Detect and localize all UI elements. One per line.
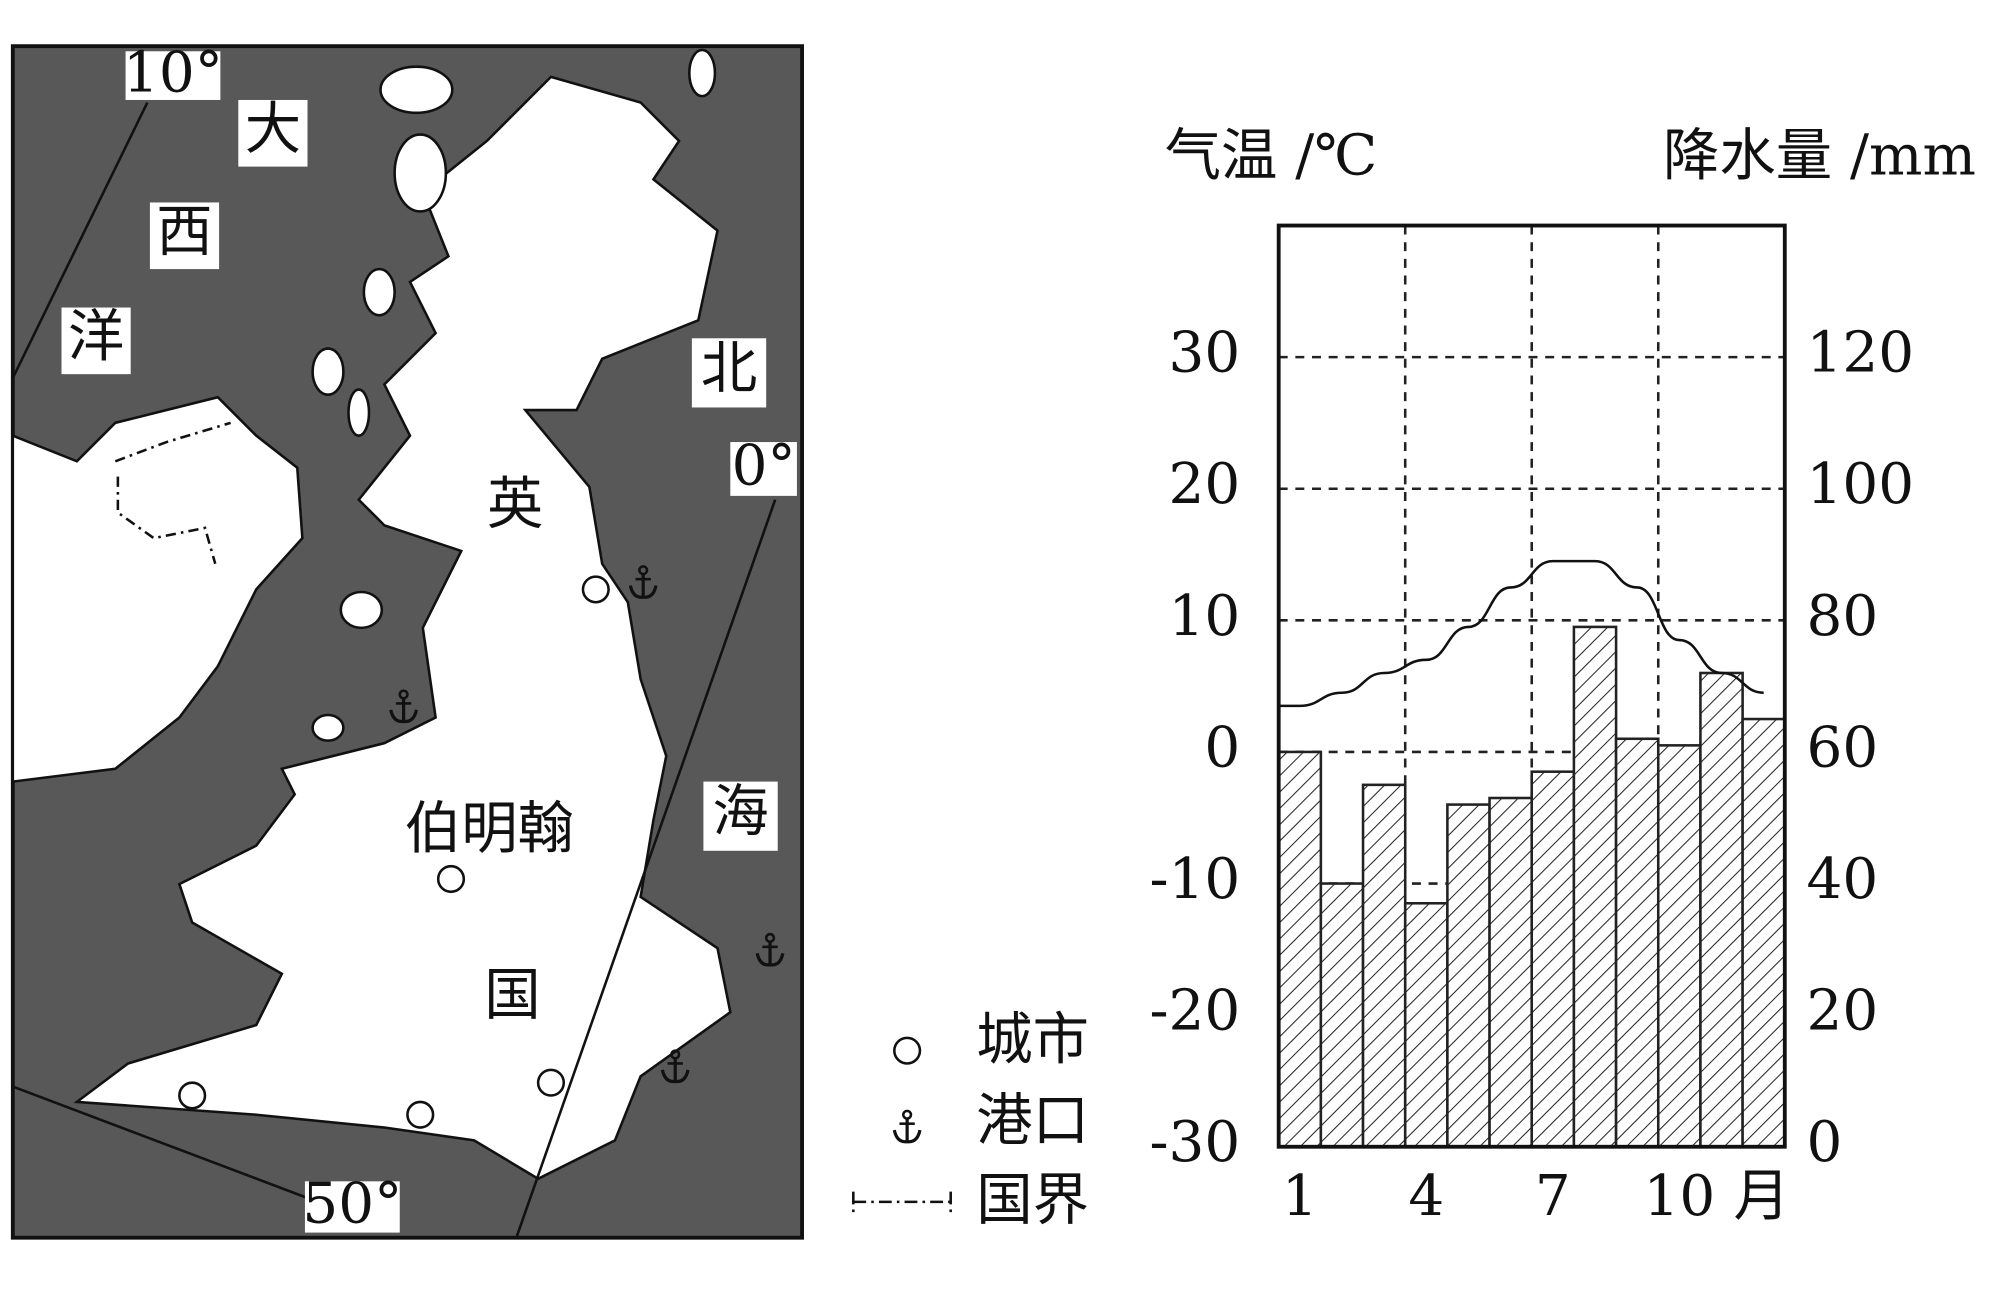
bar	[1277, 750, 1323, 1149]
map-label: 0°	[732, 434, 796, 499]
meridian	[515, 499, 777, 1239]
y-tick-label: 0	[1204, 715, 1240, 780]
legend-label: 城市	[976, 1008, 1089, 1073]
bar	[1530, 770, 1576, 1149]
bar	[1699, 671, 1744, 1149]
border	[114, 421, 231, 565]
x-tick-label: 1	[1282, 1164, 1318, 1229]
bar	[1614, 737, 1660, 1149]
x-tick-label: 4	[1408, 1164, 1444, 1229]
bar	[1446, 803, 1491, 1149]
legend-label: 港口	[976, 1088, 1089, 1153]
legend: 城市 港口 国界	[852, 1008, 1089, 1233]
x-tick-label: 7	[1535, 1164, 1571, 1229]
y2-tick-label: 20	[1807, 979, 1879, 1044]
map-label: 10°	[123, 40, 223, 105]
bar	[1361, 783, 1407, 1149]
y2-tick-label: 100	[1807, 452, 1915, 517]
y2-tick-label: 0	[1807, 1110, 1843, 1175]
y2-tick-label: 60	[1807, 715, 1879, 780]
islands	[311, 48, 717, 742]
legend-symbol	[892, 1109, 922, 1144]
y-tick-label: 20	[1169, 452, 1241, 517]
y-tick-label: 30	[1169, 321, 1241, 386]
x-axis-label: 月	[1734, 1164, 1790, 1229]
map-label: 英	[487, 472, 543, 537]
y-tick-label: 10	[1169, 584, 1241, 649]
legend-symbol	[852, 1191, 952, 1213]
map-label: 洋	[68, 304, 124, 369]
y-tick-label: -10	[1149, 847, 1240, 912]
plot-frame	[1276, 223, 1787, 1149]
map-label: 北	[701, 336, 757, 401]
bar	[1572, 625, 1618, 1149]
cities	[178, 575, 610, 1129]
legend-symbol	[893, 1036, 922, 1065]
y2-tick-label: 120	[1807, 321, 1915, 386]
map-label: 西	[156, 199, 212, 264]
y-axis-label: 气温 /℃	[1165, 124, 1378, 189]
map-label: 大	[245, 97, 301, 162]
map-label: 50°	[302, 1172, 402, 1237]
y-tick-label: -30	[1149, 1110, 1240, 1175]
legend-label: 国界	[976, 1168, 1089, 1233]
temperature-line	[1278, 559, 1764, 708]
ireland	[11, 395, 304, 784]
map-label: 伯明翰	[405, 796, 574, 861]
y2-tick-label: 80	[1807, 584, 1879, 649]
meridian	[11, 101, 149, 379]
map-label: 海	[712, 780, 768, 845]
x-tick-label: 10	[1643, 1164, 1715, 1229]
bar	[1741, 717, 1787, 1149]
bar	[1488, 796, 1534, 1149]
y2-tick-label: 40	[1807, 847, 1879, 912]
map: 10° 0° 50° 大 西 洋 北 海 英 伯明翰 国	[10, 40, 804, 1240]
bar	[1403, 902, 1449, 1149]
parallel	[12, 1085, 308, 1200]
bar	[1319, 882, 1365, 1149]
bar	[1656, 744, 1702, 1149]
y-tick-label: -20	[1149, 979, 1240, 1044]
map-label: 国	[484, 963, 540, 1028]
great-britain	[73, 75, 732, 1181]
y2-axis-label: 降水量 /mm	[1663, 124, 1976, 189]
